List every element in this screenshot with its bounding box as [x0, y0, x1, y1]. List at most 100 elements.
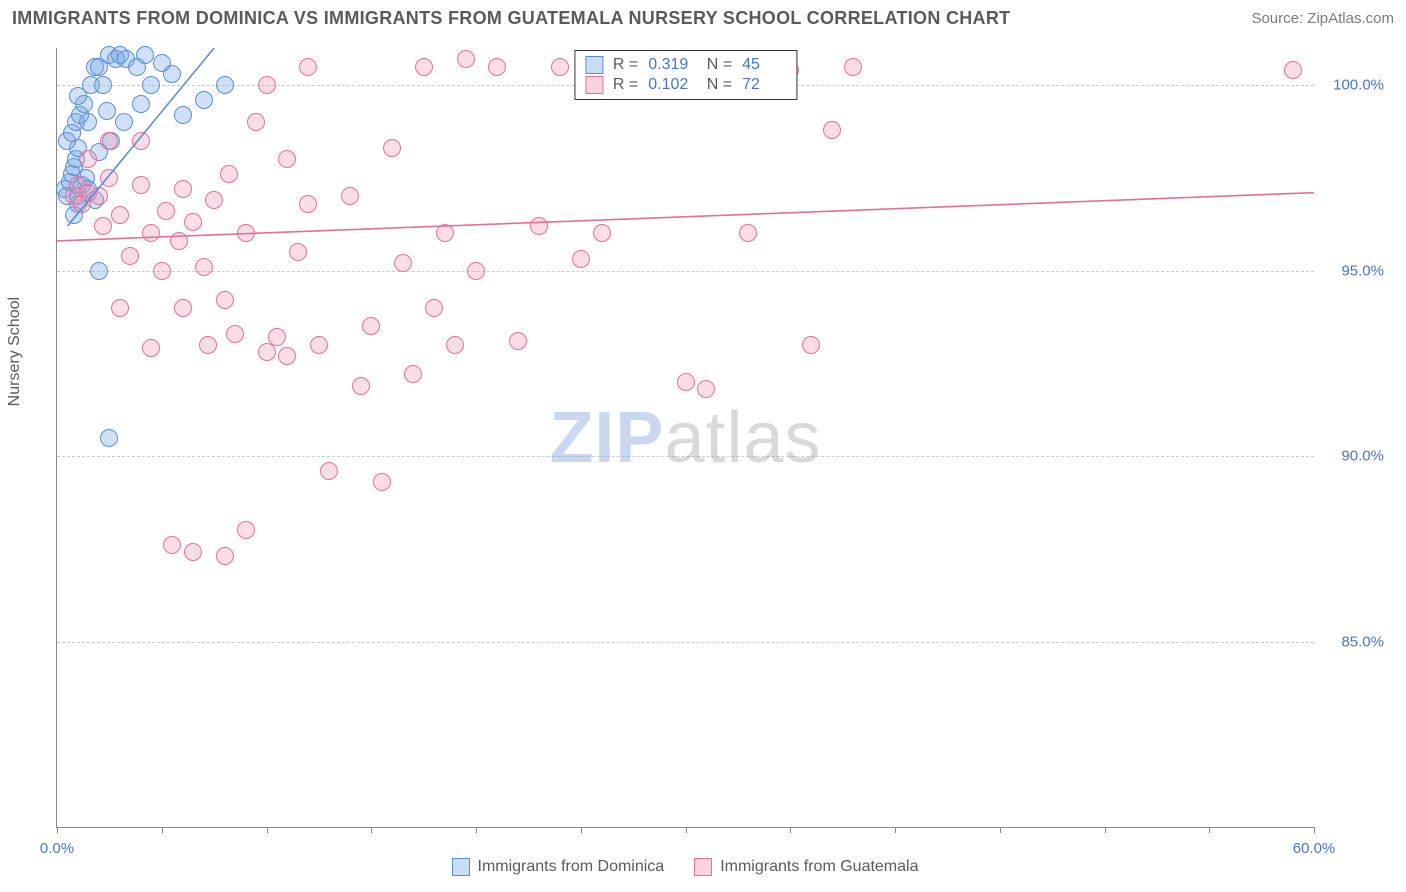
x-tick — [267, 827, 268, 833]
x-tick — [686, 827, 687, 833]
data-point — [278, 347, 296, 365]
data-point — [195, 258, 213, 276]
data-point — [163, 536, 181, 554]
data-point — [352, 377, 370, 395]
data-point — [132, 176, 150, 194]
data-point — [90, 262, 108, 280]
data-point — [572, 250, 590, 268]
data-point — [98, 102, 116, 120]
data-point — [739, 224, 757, 242]
x-tick — [1000, 827, 1001, 833]
data-point — [220, 165, 238, 183]
data-point — [216, 547, 234, 565]
x-tick — [790, 827, 791, 833]
data-point — [593, 224, 611, 242]
data-point — [153, 262, 171, 280]
data-point — [69, 87, 87, 105]
data-point — [509, 332, 527, 350]
x-tick — [476, 827, 477, 833]
data-point — [216, 291, 234, 309]
stats-legend: R = 0.319 N = 45 R = 0.102 N = 72 — [574, 50, 797, 100]
plot-area: ZIPatlas R = 0.319 N = 45 R = 0.102 N = … — [56, 48, 1314, 828]
watermark-part1: ZIP — [549, 398, 664, 478]
x-tick — [162, 827, 163, 833]
data-point — [373, 473, 391, 491]
y-tick-label: 85.0% — [1322, 633, 1384, 650]
data-point — [299, 58, 317, 76]
data-point — [142, 339, 160, 357]
n-label: N = — [702, 76, 732, 94]
stats-row-dominica: R = 0.319 N = 45 — [585, 55, 786, 75]
r-value-guatemala: 0.102 — [648, 76, 692, 94]
y-tick-label: 100.0% — [1322, 77, 1384, 94]
x-tick — [895, 827, 896, 833]
x-tick-label: 0.0% — [40, 840, 74, 857]
data-point — [247, 113, 265, 131]
data-point — [383, 139, 401, 157]
data-point — [174, 106, 192, 124]
data-point — [142, 76, 160, 94]
data-point — [436, 224, 454, 242]
data-point — [844, 58, 862, 76]
x-tick — [57, 827, 58, 833]
data-point — [90, 187, 108, 205]
data-point — [823, 121, 841, 139]
source-attribution: Source: ZipAtlas.com — [1251, 10, 1394, 27]
stats-row-guatemala: R = 0.102 N = 72 — [585, 75, 786, 95]
y-tick-label: 95.0% — [1322, 262, 1384, 279]
legend-label-guatemala: Immigrants from Guatemala — [720, 858, 918, 876]
swatch-dominica-icon — [585, 56, 603, 74]
swatch-guatemala-icon — [585, 76, 603, 94]
data-point — [79, 150, 97, 168]
data-point — [258, 76, 276, 94]
swatch-dominica-icon — [452, 858, 470, 876]
data-point — [100, 169, 118, 187]
data-point — [394, 254, 412, 272]
x-tick — [1209, 827, 1210, 833]
data-point — [237, 521, 255, 539]
gridline — [57, 642, 1314, 643]
x-tick-label: 60.0% — [1293, 840, 1336, 857]
r-label: R = — [613, 76, 638, 94]
data-point — [289, 243, 307, 261]
data-point — [94, 217, 112, 235]
n-value-dominica: 45 — [742, 56, 786, 74]
data-point — [237, 224, 255, 242]
data-point — [195, 91, 213, 109]
chart-title: IMMIGRANTS FROM DOMINICA VS IMMIGRANTS F… — [12, 8, 1010, 29]
y-axis-label: Nursery School — [6, 297, 24, 406]
data-point — [310, 336, 328, 354]
legend-label-dominica: Immigrants from Dominica — [478, 858, 665, 876]
data-point — [136, 46, 154, 64]
data-point — [530, 217, 548, 235]
data-point — [677, 373, 695, 391]
watermark: ZIPatlas — [549, 397, 821, 479]
n-label: N = — [702, 56, 732, 74]
data-point — [216, 76, 234, 94]
data-point — [404, 365, 422, 383]
data-point — [226, 325, 244, 343]
gridline — [57, 456, 1314, 457]
gridline — [57, 271, 1314, 272]
data-point — [170, 232, 188, 250]
data-point — [299, 195, 317, 213]
x-tick — [1105, 827, 1106, 833]
y-tick-label: 90.0% — [1322, 448, 1384, 465]
data-point — [132, 132, 150, 150]
x-tick — [371, 827, 372, 833]
data-point — [142, 224, 160, 242]
legend-item-dominica: Immigrants from Dominica — [452, 858, 665, 876]
data-point — [115, 113, 133, 131]
data-point — [551, 58, 569, 76]
data-point — [446, 336, 464, 354]
trend-lines — [57, 48, 1314, 827]
data-point — [174, 180, 192, 198]
data-point — [320, 462, 338, 480]
data-point — [199, 336, 217, 354]
data-point — [258, 343, 276, 361]
data-point — [1284, 61, 1302, 79]
data-point — [94, 76, 112, 94]
data-point — [697, 380, 715, 398]
data-point — [425, 299, 443, 317]
data-point — [100, 429, 118, 447]
